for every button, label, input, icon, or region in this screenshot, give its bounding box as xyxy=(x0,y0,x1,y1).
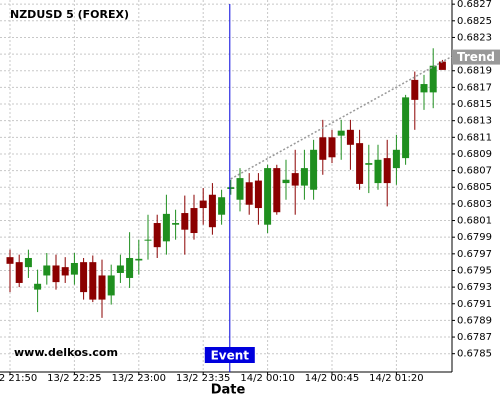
candle-body xyxy=(70,262,78,275)
y-tick-label: 0.6803 xyxy=(457,199,492,210)
candle-body xyxy=(181,213,189,230)
x-tick-label: 14/2 00:10 xyxy=(240,373,294,384)
candle-body xyxy=(300,168,308,186)
candle-body xyxy=(52,265,60,283)
y-tick-label: 0.6825 xyxy=(457,16,492,27)
y-tick-label: 0.6827 xyxy=(457,0,492,10)
candle-body xyxy=(411,79,419,100)
candle-body xyxy=(319,137,327,160)
y-tick-label: 0.6809 xyxy=(457,149,492,160)
candle-body xyxy=(282,179,290,184)
candle-body xyxy=(346,129,354,145)
x-tick-label: 13/2 22:25 xyxy=(47,373,101,384)
candle-body xyxy=(98,275,106,300)
candle-body xyxy=(61,267,69,276)
candle-body xyxy=(402,97,410,159)
y-tick-label: 0.6805 xyxy=(457,182,492,193)
candle-body xyxy=(227,187,235,189)
candle-body xyxy=(328,137,336,158)
y-tick-label: 0.6799 xyxy=(457,232,492,243)
candle-body xyxy=(254,180,262,209)
y-tick-label: 0.6797 xyxy=(457,249,492,260)
candle-body xyxy=(356,143,364,184)
marks xyxy=(6,48,446,318)
y-tick-label: 0.6817 xyxy=(457,82,492,93)
candle-body xyxy=(190,208,198,234)
x-tick-label: 13/2 23:35 xyxy=(176,373,230,384)
candle-body xyxy=(392,149,400,169)
candle-body xyxy=(80,262,88,293)
candle-body xyxy=(107,275,115,296)
candle-body xyxy=(420,84,428,93)
y-tick-label: 0.6813 xyxy=(457,116,492,127)
candle-body xyxy=(172,223,180,225)
trend-label: Trend xyxy=(457,50,495,64)
candle-body xyxy=(126,257,134,278)
candle-body xyxy=(144,239,152,241)
candle-body xyxy=(24,257,32,268)
y-tick-label: 0.6807 xyxy=(457,166,492,177)
y-tick-label: 0.6789 xyxy=(457,315,492,326)
candle-body xyxy=(245,182,253,205)
chart-title: NZDUSD 5 (FOREX) xyxy=(10,8,129,21)
candle-body xyxy=(374,159,382,184)
candle-body xyxy=(218,197,226,215)
candle-body xyxy=(89,262,97,300)
candle-body xyxy=(43,265,51,276)
x-tick-label: 13/2 21:50 xyxy=(0,373,37,384)
x-axis-title: Date xyxy=(211,383,246,398)
event-label: Event xyxy=(211,349,250,363)
candle-body xyxy=(116,265,124,273)
candle-body xyxy=(264,168,272,225)
candle-body xyxy=(236,178,244,200)
watermark: www.delkos.com xyxy=(14,346,118,359)
grid xyxy=(0,0,452,372)
y-tick-label: 0.6795 xyxy=(457,265,492,276)
y-tick-label: 0.6801 xyxy=(457,216,492,227)
candle-body xyxy=(162,213,170,242)
candle-body xyxy=(429,65,437,93)
y-tick-label: 0.6787 xyxy=(457,332,492,343)
candle-body xyxy=(310,149,318,190)
candle-body xyxy=(15,262,23,283)
candle-body xyxy=(365,163,373,165)
event-label-box xyxy=(204,347,255,363)
candle-body xyxy=(208,194,216,228)
y-tick-label: 0.6815 xyxy=(457,99,492,110)
candle-body xyxy=(383,158,391,184)
x-tick-label: 14/2 01:20 xyxy=(369,373,423,384)
y-tick-label: 0.6791 xyxy=(457,299,492,310)
candle-body xyxy=(273,168,281,213)
plot-area xyxy=(0,0,452,372)
y-tick-label: 0.6819 xyxy=(457,66,492,77)
candle-body xyxy=(199,200,207,209)
x-tick-label: 14/2 00:45 xyxy=(305,373,359,384)
y-tick-label: 0.6785 xyxy=(457,349,492,360)
candle-body xyxy=(34,283,42,290)
trend-label-box xyxy=(452,49,500,65)
candle-body xyxy=(6,257,14,264)
candle-body xyxy=(337,130,345,136)
y-tick-label: 0.6823 xyxy=(457,32,492,43)
y-tick-label: 0.6793 xyxy=(457,282,492,293)
x-tick-label: 13/2 23:00 xyxy=(112,373,166,384)
candle-body xyxy=(438,61,446,70)
candle-body xyxy=(153,223,161,248)
candle-body xyxy=(291,173,299,186)
y-tick-label: 0.6811 xyxy=(457,132,492,143)
candle-body xyxy=(135,258,143,261)
